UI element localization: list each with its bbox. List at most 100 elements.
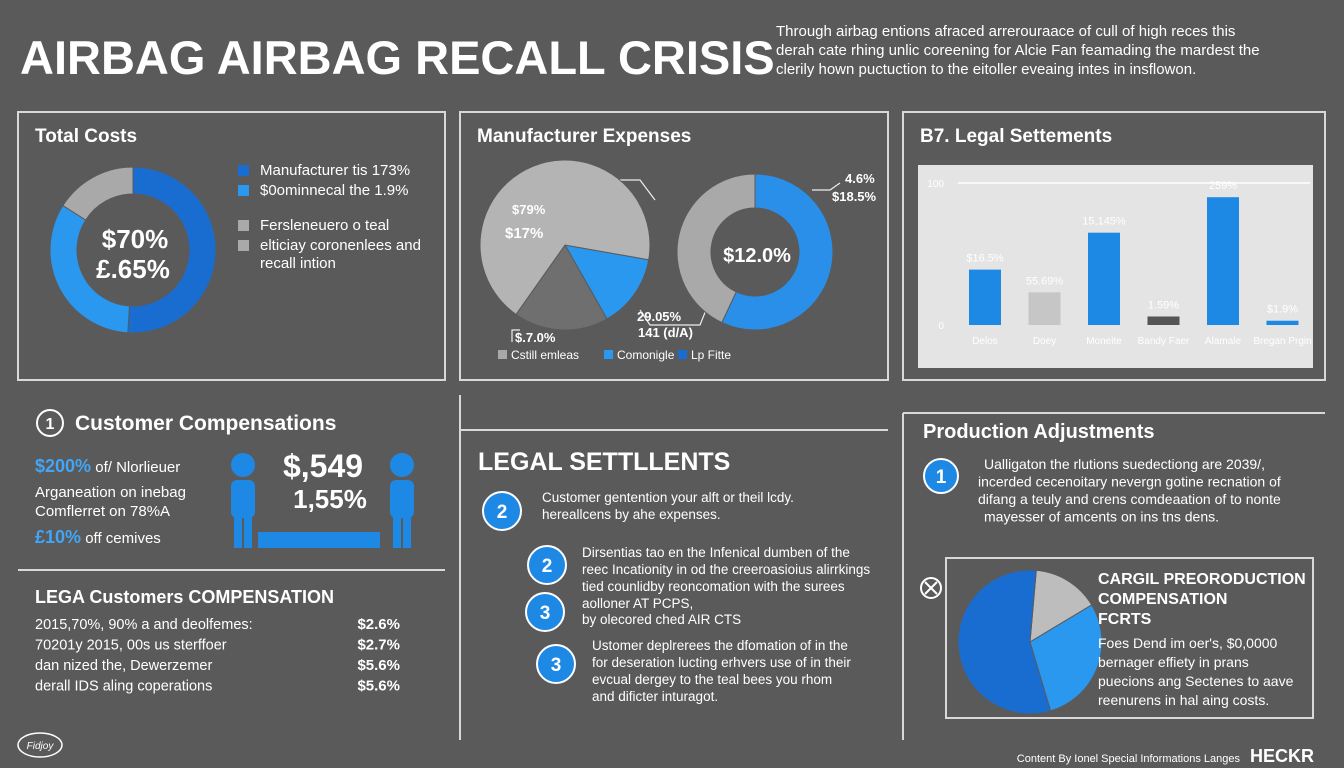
body-line: $200% of/ Nlorlieuer	[35, 456, 180, 476]
badge-number: 2	[497, 502, 508, 523]
table-cell: 2015,70%, 90% a and deolfemes:	[35, 617, 253, 633]
bar-annotation: 1.59%	[1148, 299, 1179, 311]
highlight: $200%	[35, 456, 91, 476]
table-cell: derall IDS aling coperations	[35, 679, 212, 695]
center-label: $12.0%	[723, 245, 791, 267]
box-title: FCRTS	[1098, 611, 1152, 628]
panel-frame	[459, 111, 889, 381]
donut-slice	[62, 166, 134, 221]
highlight: £10%	[35, 527, 81, 547]
section-title: Customer Compensations	[75, 412, 336, 435]
body-line: aolloner AT PCPS,	[582, 596, 693, 611]
big-number: $,549	[283, 448, 363, 484]
number-badge	[482, 491, 522, 531]
text: Comflerret on 78%A	[35, 503, 170, 520]
text: of/ Nlorlieuer	[91, 459, 180, 476]
legend-swatch	[238, 240, 249, 251]
bar	[1266, 320, 1299, 325]
legend-label: Cstill emleas	[511, 348, 579, 362]
close-icon	[924, 581, 938, 595]
body-line: Arganeation on inebag	[35, 484, 186, 501]
bar-annotation: $1.9%	[1267, 304, 1298, 316]
legend-label: Comonigle	[617, 348, 675, 362]
legend-label: recall intion	[260, 255, 336, 272]
x-tick-label: Alamale	[1205, 336, 1242, 347]
big-number: 1,55%	[293, 484, 367, 514]
panel-title: Manufacturer Expenses	[477, 126, 691, 147]
body-line: bernager effiety in prans	[1098, 654, 1249, 670]
pie-slice	[957, 569, 1052, 715]
y-tick-label: 100	[927, 179, 944, 190]
pie-label: $17%	[505, 225, 543, 242]
pie-slice	[515, 244, 608, 331]
badge-number: 3	[551, 655, 562, 676]
brand: HECKR	[1250, 746, 1314, 766]
info-box	[945, 557, 1314, 719]
badge-number: 1	[936, 467, 947, 488]
section-title: LEGAL SETTLLENTS	[478, 448, 730, 476]
credit: Content By Ionel Special Informations La…	[1017, 753, 1241, 765]
text: off cemives	[81, 530, 161, 547]
connector	[812, 182, 841, 191]
body-line: reenurens in hal aing costs.	[1098, 692, 1269, 708]
body-line: reec Incationity in od the creeroasioius…	[582, 562, 870, 577]
legend-swatch	[604, 350, 613, 359]
body-line: Dirsentias tao en the Infenical dumben o…	[582, 545, 850, 560]
table-value: $2.6%	[357, 616, 400, 633]
bar-annotation: 55.69%	[1026, 275, 1064, 287]
close-icon	[920, 577, 942, 599]
logo-text: Fidjoy	[27, 741, 55, 752]
legend-swatch	[238, 220, 249, 231]
body-line: £10% off cemives	[35, 527, 161, 547]
bar-annotation: 15,145%	[1082, 216, 1126, 228]
number-badge	[923, 458, 959, 494]
body-line: Ustomer deplrerees the dfomation of in t…	[592, 638, 848, 653]
legend-swatch	[238, 165, 249, 176]
pie-slice	[1029, 604, 1103, 712]
description: Through airbag entions afraced arreroura…	[776, 23, 1235, 40]
pie-slice	[479, 159, 651, 316]
body-line: Comflerret on 78%A	[35, 503, 170, 520]
pie-label: 29.05%	[637, 309, 682, 324]
number-badge	[536, 644, 576, 684]
badge-number: 2	[542, 556, 553, 577]
pie-label: $.7.0%	[515, 330, 556, 345]
legend-label: elticiay coronenlees and	[260, 237, 421, 254]
bar	[1207, 197, 1239, 325]
legend-label: Lp Fitte	[691, 348, 731, 362]
donut-label: $18.5%	[832, 189, 877, 204]
box-title: COMPENSATION	[1098, 591, 1227, 608]
donut-slice	[127, 166, 217, 334]
people-icon	[231, 453, 414, 548]
description: clerily hown puctuction to the eitoller …	[776, 61, 1196, 78]
panel-frame	[902, 111, 1326, 381]
box-title: CARGIL PREORODUCTION	[1098, 571, 1306, 588]
table-cell: dan nized the, Dewerzemer	[35, 658, 212, 674]
connector	[511, 329, 520, 342]
legend-swatch	[678, 350, 687, 359]
bar-annotation: 259%	[1209, 180, 1237, 192]
table-value: $5.6%	[357, 678, 400, 695]
body-line: Customer gentention your alft or theil l…	[542, 490, 794, 505]
x-tick-label: Delos	[972, 336, 998, 347]
table-value: $2.7%	[357, 637, 400, 654]
pie-label: $79%	[512, 202, 546, 217]
panel-title: Total Costs	[35, 126, 137, 147]
title: AIRBAG AIRBAG RECALL CRISIS	[20, 31, 775, 84]
legend-swatch	[498, 350, 507, 359]
section-title: LEGA Customers COMPENSATION	[35, 587, 334, 607]
panel-title: B7. Legal Settements	[920, 126, 1112, 147]
body-line: tied counlidby reoncomation with the sur…	[582, 579, 845, 594]
badge-number: 3	[540, 603, 551, 624]
body-line: difang a teuly and crens comdeaation of …	[978, 491, 1281, 507]
pie-slice	[1029, 569, 1093, 643]
badge-number: 1	[46, 416, 55, 433]
x-tick-label: Moneite	[1086, 336, 1122, 347]
body-line: hereallcens by ahe expenses.	[542, 507, 721, 522]
bar	[969, 269, 1001, 325]
body-line: Foes Dend im oer's, $0,0000	[1098, 635, 1278, 651]
